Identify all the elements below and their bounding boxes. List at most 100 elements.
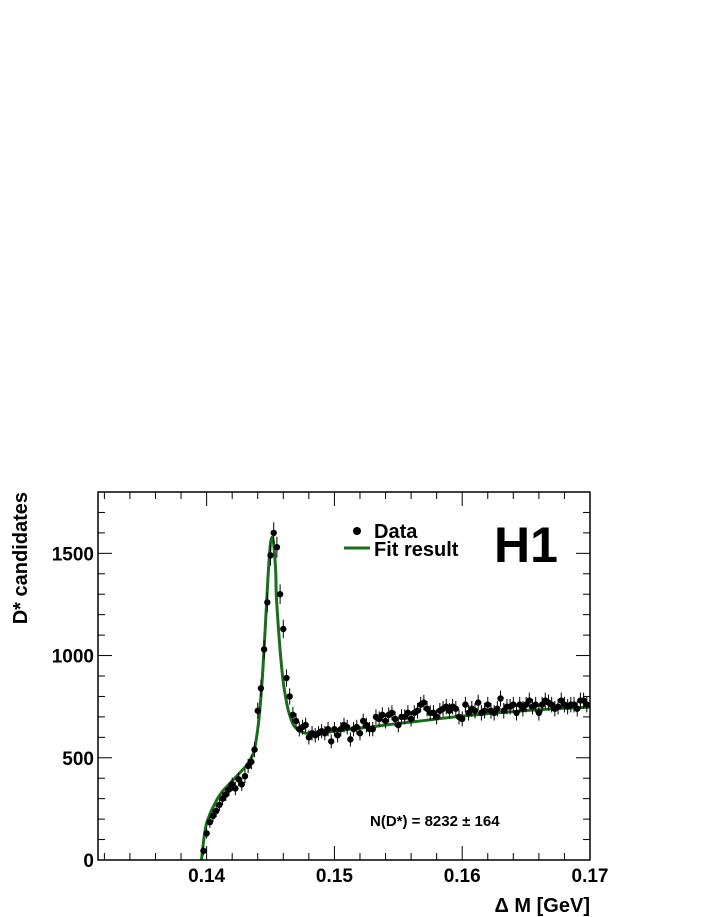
data-marker bbox=[280, 625, 287, 633]
data-point bbox=[471, 702, 479, 719]
data-marker bbox=[302, 721, 309, 729]
plot-frame bbox=[97, 491, 591, 861]
y-axis-title: D* candidates bbox=[10, 492, 32, 624]
data-point bbox=[331, 722, 338, 737]
h1-logo: H1 bbox=[494, 517, 558, 573]
data-marker bbox=[209, 812, 217, 820]
legend: Data Fit result bbox=[344, 521, 459, 561]
data-point bbox=[414, 702, 421, 719]
data-marker bbox=[200, 847, 207, 854]
x-tick-label: 0.16 bbox=[444, 866, 481, 887]
data-point bbox=[270, 522, 277, 544]
data-marker bbox=[216, 801, 223, 808]
data-marker bbox=[273, 544, 281, 551]
data-marker bbox=[289, 711, 297, 719]
data-point bbox=[225, 782, 233, 797]
data-marker bbox=[494, 705, 501, 712]
data-marker bbox=[535, 709, 543, 716]
data-marker bbox=[238, 781, 245, 788]
data-point bbox=[206, 816, 214, 828]
data-marker bbox=[510, 701, 517, 708]
data-marker bbox=[353, 723, 360, 731]
data-marker bbox=[433, 713, 440, 721]
data-marker bbox=[452, 705, 460, 712]
data-point bbox=[251, 742, 258, 758]
data-point bbox=[404, 705, 412, 721]
data-marker bbox=[235, 776, 242, 783]
y-tick-label: 1000 bbox=[52, 647, 94, 668]
data-point bbox=[526, 692, 533, 709]
legend-fit-label: Fit result bbox=[374, 539, 459, 561]
data-point bbox=[382, 713, 389, 729]
data-marker bbox=[206, 818, 214, 826]
data-marker bbox=[292, 717, 300, 725]
data-marker bbox=[270, 529, 277, 537]
data-point bbox=[200, 846, 207, 856]
data-point bbox=[347, 732, 354, 747]
data-marker bbox=[283, 674, 290, 682]
data-marker bbox=[484, 701, 491, 708]
data-marker bbox=[420, 699, 428, 706]
y-tick-labels: 0 500 1000 1500 bbox=[52, 544, 94, 872]
data-point bbox=[459, 711, 466, 727]
data-point bbox=[328, 734, 335, 749]
data-point bbox=[497, 690, 504, 707]
legend-data-marker bbox=[353, 527, 361, 535]
data-marker bbox=[251, 746, 258, 753]
data-marker bbox=[462, 701, 469, 708]
data-marker bbox=[347, 736, 354, 743]
data-point bbox=[510, 696, 517, 713]
data-marker bbox=[267, 552, 274, 559]
data-marker bbox=[203, 830, 210, 837]
data-marker bbox=[225, 786, 233, 793]
data-marker bbox=[532, 701, 539, 708]
data-marker bbox=[407, 715, 415, 723]
data-point bbox=[254, 702, 261, 719]
data-marker bbox=[213, 807, 220, 815]
data-point bbox=[532, 696, 539, 713]
data-point bbox=[286, 688, 293, 705]
data-marker bbox=[257, 685, 265, 692]
data-marker bbox=[232, 785, 239, 792]
data-marker bbox=[324, 725, 332, 733]
data-point bbox=[356, 726, 364, 741]
data-point bbox=[583, 696, 591, 713]
data-marker bbox=[343, 723, 351, 731]
data-point bbox=[264, 592, 271, 613]
x-axis-title: Δ M [GeV] bbox=[495, 895, 591, 917]
data-point bbox=[407, 711, 415, 727]
data-marker bbox=[388, 709, 396, 716]
data-point bbox=[203, 828, 210, 839]
data-point bbox=[379, 707, 386, 723]
data-point bbox=[238, 777, 245, 792]
data-marker bbox=[241, 772, 249, 780]
data-point bbox=[433, 709, 440, 725]
data-point bbox=[276, 584, 284, 605]
y-tick-label: 1500 bbox=[52, 544, 94, 565]
data-point bbox=[289, 707, 297, 723]
data-marker bbox=[513, 709, 520, 716]
data-point bbox=[273, 536, 281, 558]
data-point bbox=[232, 781, 239, 796]
data-marker bbox=[334, 732, 341, 739]
data-point bbox=[420, 694, 428, 711]
data-marker bbox=[459, 715, 466, 723]
x-tick-labels: 0.14 0.15 0.16 0.17 bbox=[188, 866, 608, 887]
data-marker bbox=[264, 599, 271, 606]
data-point bbox=[535, 705, 543, 721]
data-point bbox=[280, 619, 287, 639]
data-marker bbox=[395, 721, 402, 729]
data-point bbox=[216, 798, 223, 811]
data-marker bbox=[526, 697, 533, 704]
data-point bbox=[369, 722, 376, 737]
data-point bbox=[222, 788, 229, 802]
data-point bbox=[302, 717, 309, 733]
data-marker bbox=[331, 725, 338, 733]
data-point bbox=[292, 713, 300, 729]
data-point bbox=[484, 696, 491, 713]
data-marker bbox=[286, 693, 293, 700]
data-marker bbox=[379, 711, 386, 719]
data-point bbox=[474, 694, 482, 711]
data-point bbox=[494, 700, 501, 717]
data-marker bbox=[369, 725, 376, 733]
